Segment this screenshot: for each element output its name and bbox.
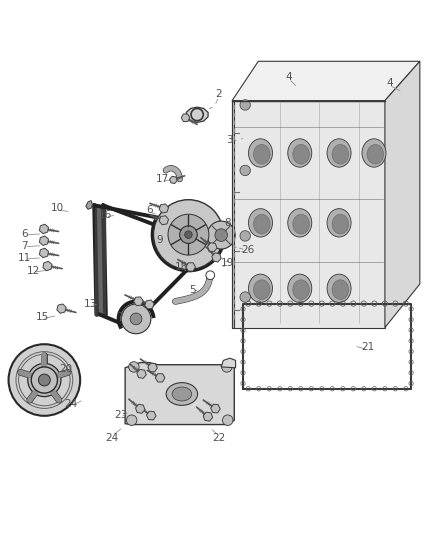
Text: 5: 5 [190, 285, 196, 295]
Ellipse shape [172, 387, 192, 401]
Text: 12: 12 [27, 266, 40, 276]
Ellipse shape [327, 208, 351, 237]
Text: 2: 2 [215, 89, 223, 99]
Text: 3: 3 [226, 135, 233, 145]
Ellipse shape [327, 274, 351, 303]
Circle shape [153, 200, 223, 270]
Circle shape [222, 362, 232, 372]
Ellipse shape [288, 139, 312, 167]
Text: 15: 15 [35, 312, 49, 322]
Circle shape [180, 226, 197, 244]
Text: 17: 17 [155, 174, 169, 184]
Circle shape [39, 374, 50, 386]
Text: 16: 16 [99, 210, 112, 220]
Ellipse shape [332, 144, 349, 164]
Circle shape [130, 313, 142, 325]
Ellipse shape [288, 274, 312, 303]
Circle shape [207, 221, 235, 249]
Text: 4: 4 [386, 78, 392, 88]
Circle shape [127, 415, 137, 425]
Ellipse shape [166, 383, 198, 405]
Ellipse shape [293, 144, 309, 164]
Text: 7: 7 [117, 312, 124, 322]
Text: 26: 26 [241, 245, 254, 255]
Circle shape [185, 231, 192, 238]
Ellipse shape [254, 280, 270, 300]
Circle shape [240, 231, 251, 241]
Text: 24: 24 [64, 399, 77, 409]
Text: 4: 4 [286, 71, 292, 82]
Polygon shape [232, 61, 420, 101]
Text: 18: 18 [175, 262, 188, 272]
Text: 20: 20 [60, 364, 73, 374]
Circle shape [28, 364, 61, 397]
Circle shape [240, 165, 251, 176]
Text: 22: 22 [212, 433, 226, 442]
Text: 11: 11 [18, 253, 32, 263]
Ellipse shape [293, 280, 309, 300]
Circle shape [215, 229, 227, 241]
Circle shape [223, 415, 233, 425]
Ellipse shape [254, 214, 270, 234]
Text: 13: 13 [84, 298, 97, 309]
Text: 9: 9 [157, 235, 163, 245]
Ellipse shape [248, 139, 272, 167]
Circle shape [121, 304, 151, 334]
Circle shape [168, 214, 209, 255]
Ellipse shape [367, 144, 384, 164]
Polygon shape [232, 101, 385, 328]
Ellipse shape [248, 208, 272, 237]
Ellipse shape [293, 214, 309, 234]
Text: 23: 23 [114, 410, 127, 420]
Text: 6: 6 [21, 229, 28, 239]
Ellipse shape [332, 280, 349, 300]
Polygon shape [221, 358, 236, 368]
Ellipse shape [327, 139, 351, 167]
Polygon shape [86, 200, 92, 209]
Text: 21: 21 [361, 342, 374, 352]
Polygon shape [232, 101, 234, 328]
Text: 24: 24 [106, 433, 119, 442]
Circle shape [31, 367, 57, 393]
Circle shape [240, 100, 251, 110]
Ellipse shape [254, 144, 270, 164]
Text: 8: 8 [224, 218, 231, 228]
Text: 19: 19 [221, 258, 234, 268]
Circle shape [240, 292, 251, 302]
Polygon shape [125, 362, 234, 425]
Text: 10: 10 [51, 203, 64, 213]
Circle shape [206, 271, 215, 280]
Ellipse shape [362, 139, 386, 167]
Ellipse shape [332, 214, 349, 234]
Ellipse shape [288, 208, 312, 237]
Ellipse shape [248, 274, 272, 303]
Polygon shape [385, 61, 420, 328]
Text: 6: 6 [146, 205, 152, 215]
Polygon shape [186, 107, 208, 123]
Text: 7: 7 [21, 240, 28, 251]
Circle shape [129, 362, 139, 372]
Circle shape [9, 344, 80, 416]
